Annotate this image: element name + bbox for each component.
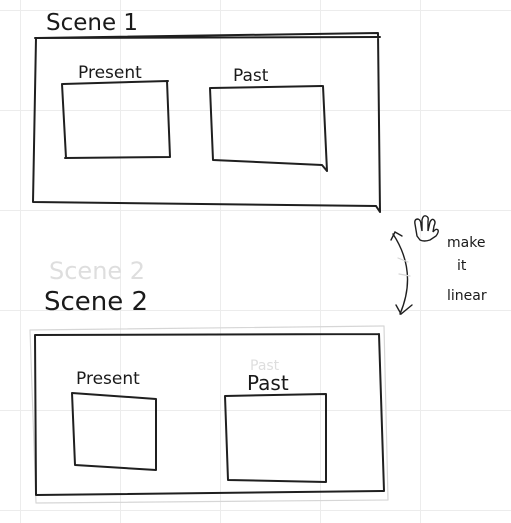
scene-2-frame <box>34 333 385 496</box>
scene-2[interactable]: Scene 2 Scene 2 Present Past Past <box>29 257 389 504</box>
scene-2-faint-frame <box>29 325 389 504</box>
scene-2-title: Scene 2 <box>44 287 148 317</box>
scene-2-faint-title: Scene 2 <box>49 257 145 285</box>
annotation-line-2: it <box>457 258 467 274</box>
scene-2-past-faint-label: Past <box>250 358 280 374</box>
scene-1-present-panel <box>61 80 171 159</box>
scene-2-past-label: Past <box>247 371 289 395</box>
scene-1-past-label: Past <box>233 66 269 86</box>
annotation-note: make it linear <box>447 235 487 304</box>
scene-1-title: Scene 1 <box>46 10 138 36</box>
annotation-line-1: make <box>447 235 485 251</box>
scene-1[interactable]: Scene 1 Present Past <box>32 10 381 213</box>
scene-1-past-panel <box>209 85 328 172</box>
scene-1-frame <box>32 32 381 213</box>
scene-1-present-label: Present <box>78 63 142 83</box>
scene-2-present-label: Present <box>76 369 140 389</box>
swap-arrow <box>390 231 413 316</box>
annotation-line-3: linear <box>447 288 487 304</box>
scene-2-present-panel <box>71 392 157 471</box>
scene-2-past-panel <box>224 393 327 483</box>
hand-cursor-icon <box>414 215 439 242</box>
